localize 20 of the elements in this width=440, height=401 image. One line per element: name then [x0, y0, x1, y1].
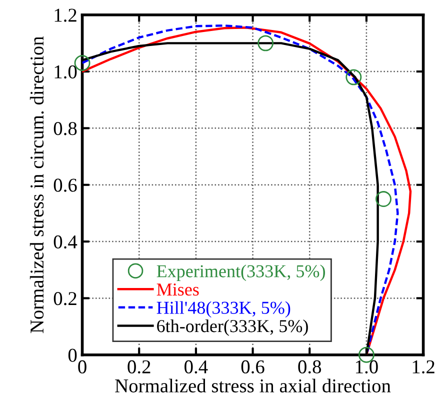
y-tick-label: 0.4	[54, 235, 78, 249]
x-tick-label: 1.0	[356, 360, 378, 374]
x-tick-label: 0.4	[184, 360, 208, 374]
legend-label: Experiment(333K, 5%)	[156, 264, 325, 281]
legend-label: Mises	[156, 283, 199, 296]
x-tick-label: 1.2	[412, 360, 434, 374]
x-tick-label: 0.6	[241, 360, 264, 374]
x-tick-label: 0.8	[298, 360, 322, 374]
y-tick-label: 1.2	[54, 8, 76, 22]
y-tick-label: 0.8	[54, 122, 77, 136]
y-tick-label: 0	[68, 348, 77, 362]
x-tick-label: 0	[78, 360, 86, 374]
x-axis-title: Normalized stress in axial direction	[115, 378, 391, 392]
y-tick-label: 1.0	[54, 65, 77, 79]
y-tick-label: 0.2	[54, 292, 76, 306]
legend-label: Hill'48(333K, 5%)	[156, 301, 290, 318]
y-tick-label: 0.6	[54, 178, 77, 192]
legend-label: 6th-order(333K, 5%)	[157, 319, 308, 336]
y-axis-title: Normalized stress in circum. direction	[30, 36, 44, 334]
x-tick-label: 0.2	[128, 360, 150, 374]
